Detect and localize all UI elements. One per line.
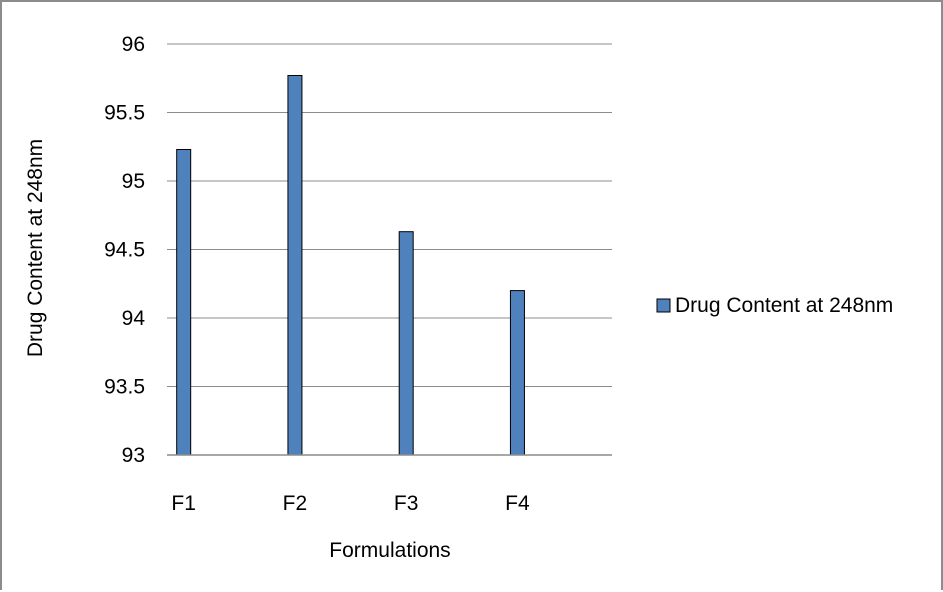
y-tick-label: 96 <box>122 33 145 56</box>
y-tick-label: 93.5 <box>104 376 145 399</box>
bar-f3 <box>398 231 414 456</box>
legend-swatch <box>656 298 671 313</box>
x-tick-label: F3 <box>394 492 419 515</box>
bars <box>176 75 525 456</box>
y-tick-label: 94 <box>122 307 146 330</box>
y-tick-label: 94.5 <box>104 239 145 262</box>
y-tick-label: 93 <box>122 444 145 467</box>
x-axis-title: Formulations <box>329 539 450 562</box>
legend: Drug Content at 248nm <box>656 294 893 317</box>
bar-f4 <box>509 290 525 456</box>
y-axis-title: Drug Content at 248nm <box>24 139 47 357</box>
bar-f1 <box>176 148 192 456</box>
bar-f2 <box>287 75 303 456</box>
y-axis-ticks: 93 93.5 94 94.5 95 95.5 96 <box>104 33 145 467</box>
x-axis-ticks: F1 F2 F3 F4 <box>171 492 530 515</box>
x-tick-label: F4 <box>505 492 530 515</box>
gridlines <box>167 43 612 387</box>
legend-label: Drug Content at 248nm <box>675 294 893 317</box>
x-tick-label: F1 <box>171 492 196 515</box>
x-tick-label: F2 <box>283 492 308 515</box>
y-tick-label: 95.5 <box>104 102 145 125</box>
y-tick-label: 95 <box>122 170 145 193</box>
